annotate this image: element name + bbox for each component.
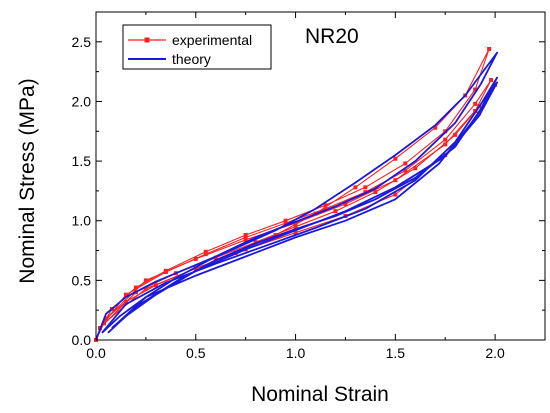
x-axis-title: Nominal Strain bbox=[251, 383, 389, 406]
data-point-experimental bbox=[487, 46, 492, 51]
data-point-experimental bbox=[123, 292, 128, 297]
data-point-experimental bbox=[203, 249, 208, 254]
data-point-experimental bbox=[293, 230, 298, 235]
data-point-experimental bbox=[343, 202, 348, 207]
data-point-experimental bbox=[489, 77, 494, 82]
data-point-experimental bbox=[333, 209, 338, 214]
x-tick-label: 1.5 bbox=[386, 345, 406, 361]
data-point-experimental bbox=[373, 190, 378, 195]
legend-label-experimental: experimental bbox=[172, 32, 252, 48]
data-point-experimental bbox=[193, 256, 198, 261]
data-point-experimental bbox=[353, 185, 358, 190]
x-tick-label: 0.0 bbox=[86, 345, 106, 361]
axes-layer: 0.0 0.5 1.0 1.5 2.0 0.0 0.5 1.0 1.5 2.0 2.5 bbox=[72, 12, 545, 361]
data-point-experimental bbox=[393, 156, 398, 161]
legend: experimental theory bbox=[122, 24, 272, 70]
data-point-experimental bbox=[443, 137, 448, 142]
x-tick-label: 0.5 bbox=[186, 345, 206, 361]
data-point-experimental bbox=[393, 192, 398, 197]
data-point-experimental bbox=[453, 132, 458, 137]
series-line-theory bbox=[107, 81, 498, 334]
legend-marker-experimental bbox=[144, 37, 150, 43]
plot-area bbox=[95, 11, 546, 341]
data-point-experimental bbox=[283, 218, 288, 223]
data-point-experimental bbox=[143, 278, 148, 283]
series-line-experimental bbox=[103, 84, 496, 324]
data-point-experimental bbox=[403, 161, 408, 166]
y-tick-label: 2.5 bbox=[72, 34, 92, 50]
data-point-experimental bbox=[203, 252, 208, 257]
data-point-experimental bbox=[243, 237, 248, 242]
data-point-experimental bbox=[283, 221, 288, 226]
y-axis-title: Nominal Stress (MPa) bbox=[16, 78, 39, 283]
data-point-experimental bbox=[133, 285, 138, 290]
y-tick-label: 2.0 bbox=[72, 93, 92, 109]
chart-annotation: NR20 bbox=[305, 25, 359, 48]
data-point-experimental bbox=[293, 221, 298, 226]
series-line-theory bbox=[101, 76, 498, 334]
data-point-experimental bbox=[323, 206, 328, 211]
y-tick-label: 1.5 bbox=[72, 153, 92, 169]
data-point-experimental bbox=[413, 166, 418, 171]
y-tick-label: 1.0 bbox=[72, 213, 92, 229]
data-point-experimental bbox=[323, 203, 328, 208]
data-point-experimental bbox=[473, 101, 478, 106]
legend-label-theory: theory bbox=[172, 51, 211, 67]
legend-box bbox=[122, 24, 272, 70]
data-point-experimental bbox=[433, 125, 438, 130]
data-point-experimental bbox=[273, 233, 278, 238]
data-point-experimental bbox=[293, 224, 298, 229]
x-tick-label: 2.0 bbox=[485, 345, 505, 361]
x-tick-label: 1.0 bbox=[286, 345, 306, 361]
y-tick-label: 0.0 bbox=[72, 332, 92, 348]
data-point-experimental bbox=[193, 266, 198, 271]
data-point-experimental bbox=[143, 286, 148, 291]
series-layer bbox=[94, 46, 498, 342]
data-point-experimental bbox=[363, 185, 368, 190]
data-point-experimental bbox=[101, 321, 106, 326]
plot-frame bbox=[95, 11, 546, 341]
data-point-experimental bbox=[443, 142, 448, 147]
data-point-experimental bbox=[253, 240, 258, 245]
data-point-experimental bbox=[403, 168, 408, 173]
data-point-experimental bbox=[473, 87, 478, 92]
data-point-experimental bbox=[213, 255, 218, 260]
data-point-experimental bbox=[103, 316, 108, 321]
data-point-experimental bbox=[243, 233, 248, 238]
series-line-theory bbox=[95, 51, 498, 341]
y-tick-label: 0.5 bbox=[72, 272, 92, 288]
data-point-experimental bbox=[243, 235, 248, 240]
data-point-experimental bbox=[393, 178, 398, 183]
